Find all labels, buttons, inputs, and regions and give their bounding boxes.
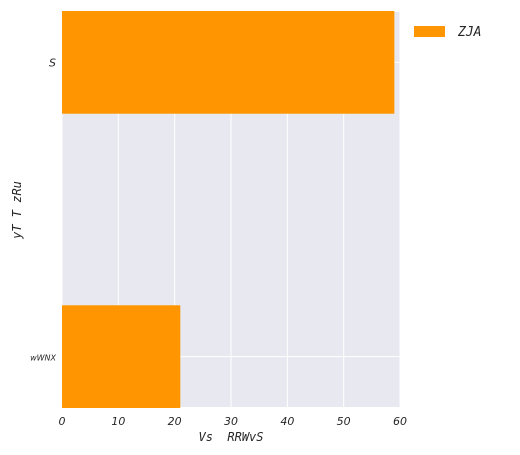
- y-tick-label-1: wWNX: [30, 354, 56, 363]
- bars: [62, 11, 395, 408]
- x-tick-label-30: 30: [224, 415, 238, 428]
- bar-S: [62, 11, 395, 114]
- x-tick-label-20: 20: [168, 415, 182, 428]
- x-axis-label: Vs RRWvS: [198, 430, 263, 444]
- x-tick-label-0: 0: [59, 415, 66, 428]
- x-tick-label-60: 60: [393, 415, 407, 428]
- x-tick-label-50: 50: [337, 415, 351, 428]
- legend: ZJA: [414, 25, 481, 40]
- y-axis-label: yT T zRu: [10, 181, 24, 240]
- y-tick-label-0: S: [49, 56, 56, 69]
- x-tick-label-10: 10: [111, 415, 125, 428]
- legend-label: ZJA: [457, 25, 481, 40]
- legend-swatch: [414, 26, 445, 37]
- bar-wWNX: [62, 305, 181, 408]
- x-tick-labels: 0 10 20 30 40 50 60: [59, 415, 408, 428]
- x-tick-label-40: 40: [280, 415, 294, 428]
